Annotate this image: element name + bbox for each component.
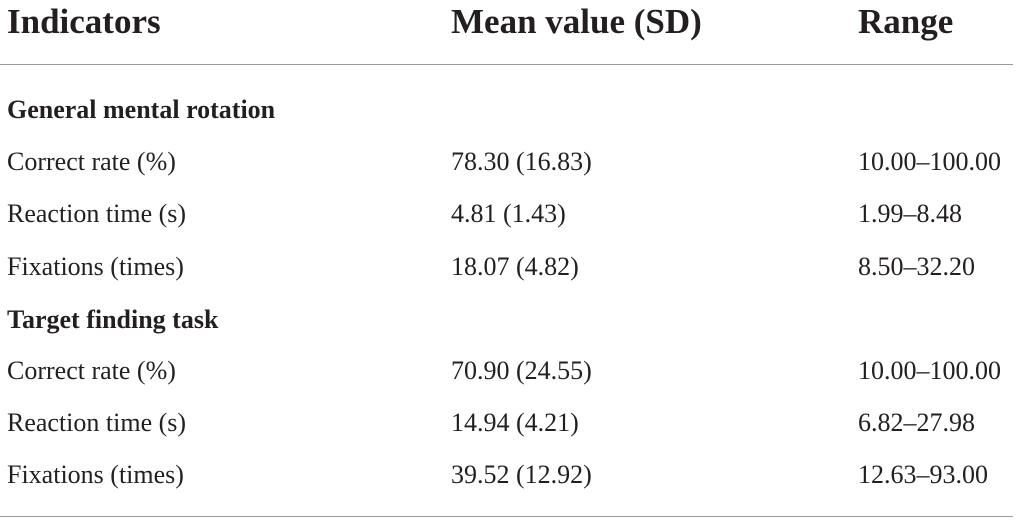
bottom-rule [0,516,1013,517]
row-indicator: Reaction time (s) [7,408,187,437]
row-mean: 78.30 (16.83) [451,147,592,176]
header-mean-value: Mean value (SD) [451,2,702,41]
row-mean: 70.90 (24.55) [451,356,592,385]
row-indicator: Correct rate (%) [7,147,176,176]
row-mean: 4.81 (1.43) [451,199,566,228]
row-mean: 14.94 (4.21) [451,408,579,437]
row-indicator: Fixations (times) [7,460,184,489]
section-title-general-mental-rotation: General mental rotation [7,95,276,124]
row-indicator: Fixations (times) [7,252,184,281]
row-indicator: Reaction time (s) [7,199,187,228]
row-range: 8.50–32.20 [858,252,975,281]
row-range: 1.99–8.48 [858,199,962,228]
row-range: 10.00–100.00 [858,147,1001,176]
row-indicator: Correct rate (%) [7,356,176,385]
row-range: 12.63–93.00 [858,460,988,489]
row-mean: 39.52 (12.92) [451,460,592,489]
section-title-target-finding-task: Target finding task [7,305,219,334]
header-range: Range [858,2,954,41]
row-range: 6.82–27.98 [858,408,975,437]
row-mean: 18.07 (4.82) [451,252,579,281]
header-indicators: Indicators [7,2,161,41]
row-range: 10.00–100.00 [858,356,1001,385]
header-rule [0,64,1013,65]
